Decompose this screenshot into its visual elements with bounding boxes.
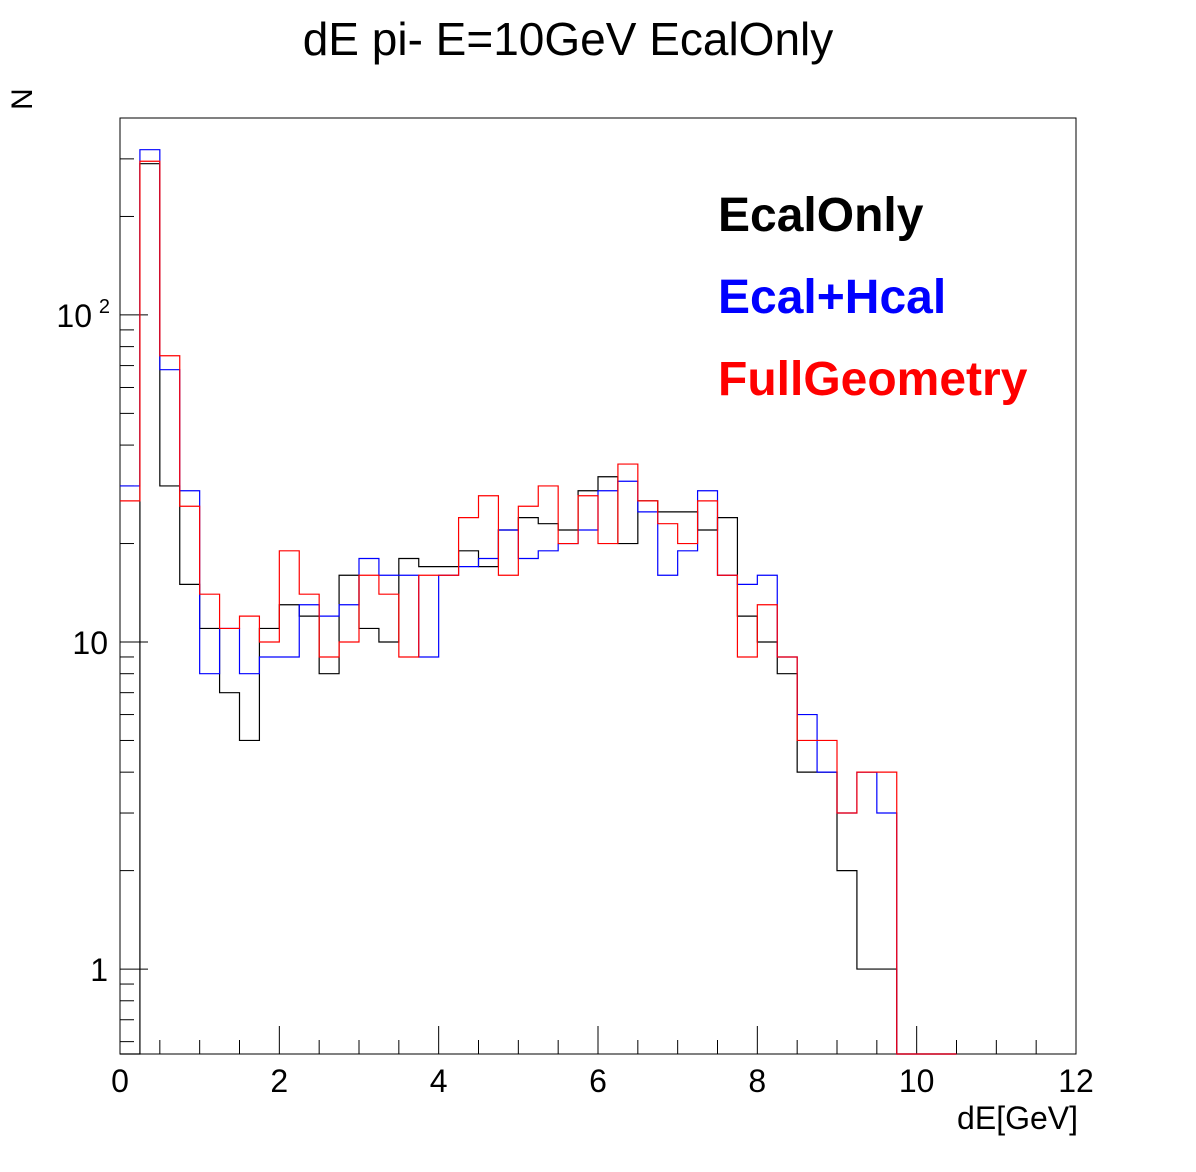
x-tick-label: 10 (899, 1063, 935, 1099)
x-tick-label: 6 (589, 1063, 607, 1099)
x-tick-label: 0 (111, 1063, 129, 1099)
x-tick-label: 2 (270, 1063, 288, 1099)
legend: EcalOnly Ecal+Hcal FullGeometry (718, 188, 1027, 434)
y-tick-label-exponent: 2 (99, 296, 110, 318)
histogram-series-2 (120, 160, 957, 1055)
legend-entry-ecal-hcal: Ecal+Hcal (718, 271, 947, 324)
chart-title: dE pi- E=10GeV EcalOnly (302, 13, 834, 65)
y-tick-label: 1 (90, 952, 108, 988)
x-tick-label: 4 (430, 1063, 448, 1099)
legend-entry-ecalonly: EcalOnly (718, 189, 924, 242)
y-tick-label: 10 (56, 298, 92, 334)
legend-entry-fullgeometry: FullGeometry (718, 353, 1028, 406)
x-tick-label: 12 (1058, 1063, 1094, 1099)
y-tick-label: 10 (72, 625, 108, 661)
x-tick-label: 8 (748, 1063, 766, 1099)
x-axis-label: dE[GeV] (957, 1100, 1078, 1136)
